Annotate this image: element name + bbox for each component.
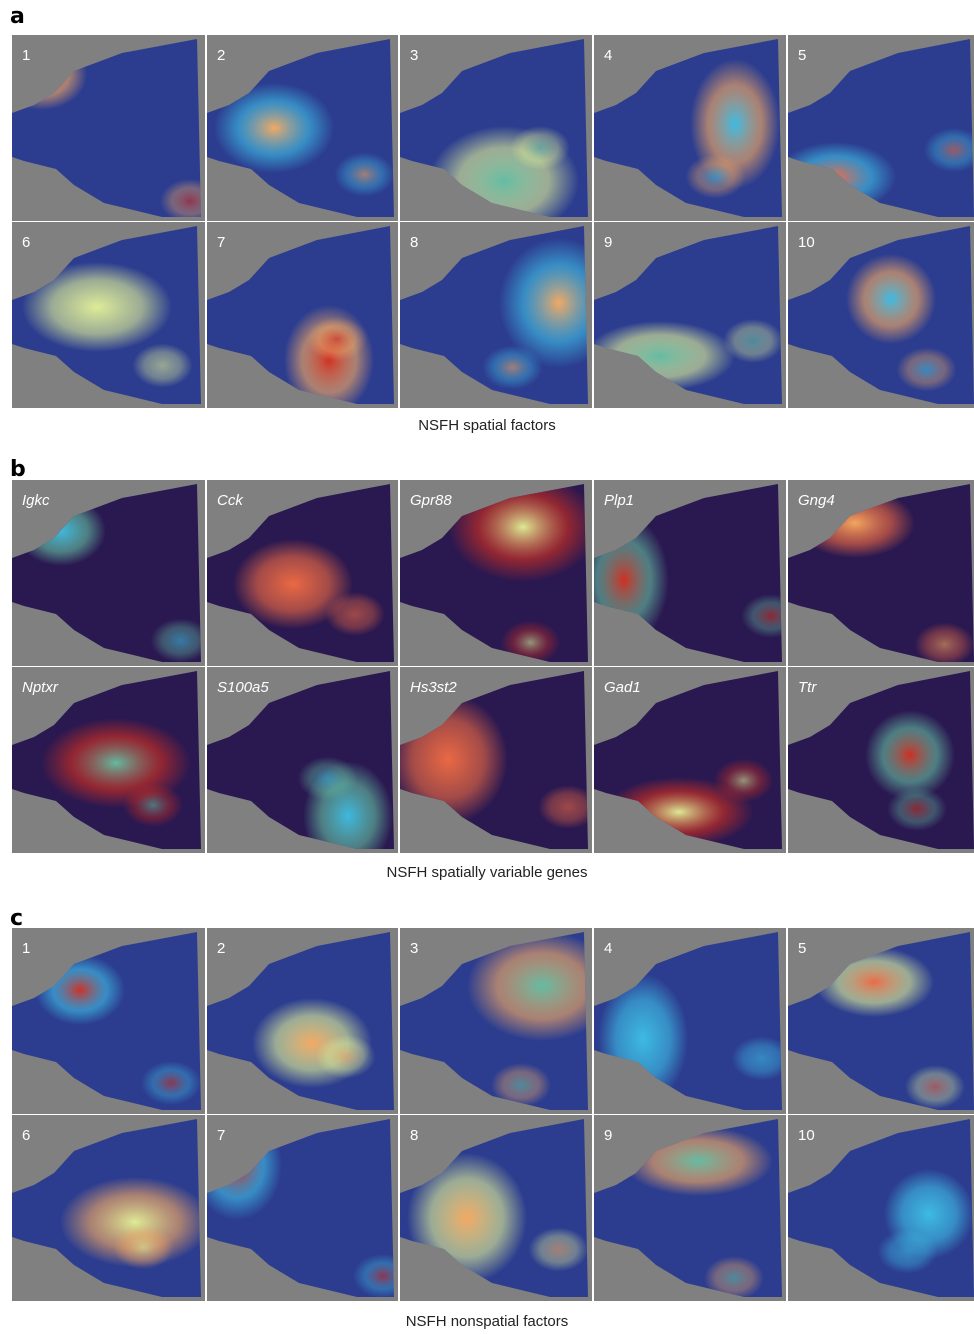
tile-label: 3 — [410, 47, 418, 64]
panel-caption: NSFH spatial factors — [0, 417, 974, 434]
tissue-map — [12, 1115, 205, 1301]
tissue-map — [12, 35, 205, 221]
tile-label: 8 — [410, 234, 418, 251]
tissue-map — [788, 928, 974, 1114]
panel-caption: NSFH nonspatial factors — [0, 1313, 974, 1330]
tile: 10 — [788, 1115, 974, 1301]
tissue-map — [207, 222, 398, 408]
tile-label: 9 — [604, 234, 612, 251]
tile: 4 — [594, 35, 786, 221]
tile: 5 — [788, 35, 974, 221]
tile-label: 10 — [798, 1127, 815, 1144]
tissue-map — [594, 222, 786, 408]
tile-label: 7 — [217, 234, 225, 251]
panel-label: a — [10, 4, 25, 29]
tile: 9 — [594, 222, 786, 408]
tile: Igkc — [12, 480, 205, 666]
tissue-map — [594, 35, 786, 221]
tile-label: 7 — [217, 1127, 225, 1144]
tissue-map — [400, 1115, 592, 1301]
tile: Gng4 — [788, 480, 974, 666]
tissue-map — [12, 222, 205, 408]
tile-label: Ttr — [798, 679, 816, 696]
tile-label: 8 — [410, 1127, 418, 1144]
tile: 8 — [400, 1115, 592, 1301]
tile: Nptxr — [12, 667, 205, 853]
tissue-map — [400, 222, 592, 408]
tile: 1 — [12, 928, 205, 1114]
tile: 2 — [207, 928, 398, 1114]
tile: Hs3st2 — [400, 667, 592, 853]
tissue-map — [12, 928, 205, 1114]
tile: Gpr88 — [400, 480, 592, 666]
tile-label: Cck — [217, 492, 243, 509]
tile-label: 2 — [217, 940, 225, 957]
tile-label: Gpr88 — [410, 492, 452, 509]
tissue-map — [207, 1115, 398, 1301]
tile-label: 2 — [217, 47, 225, 64]
tile-label: 4 — [604, 47, 612, 64]
tile-label: 5 — [798, 940, 806, 957]
tile-label: Igkc — [22, 492, 50, 509]
tile-label: 10 — [798, 234, 815, 251]
tile-label: 1 — [22, 47, 30, 64]
tile: Ttr — [788, 667, 974, 853]
tissue-map — [207, 35, 398, 221]
tile-label: 6 — [22, 1127, 30, 1144]
tissue-map — [207, 928, 398, 1114]
tile: Cck — [207, 480, 398, 666]
tissue-map — [594, 1115, 786, 1301]
tissue-map — [788, 1115, 974, 1301]
tile: 1 — [12, 35, 205, 221]
tile-label: 3 — [410, 940, 418, 957]
tile: 9 — [594, 1115, 786, 1301]
tile-label: Gng4 — [798, 492, 835, 509]
panel-caption: NSFH spatially variable genes — [0, 864, 974, 881]
tile-label: 5 — [798, 47, 806, 64]
tile: Plp1 — [594, 480, 786, 666]
tile: 2 — [207, 35, 398, 221]
tissue-map — [788, 222, 974, 408]
tile: 3 — [400, 928, 592, 1114]
tile: 5 — [788, 928, 974, 1114]
tile: 3 — [400, 35, 592, 221]
tile-label: Plp1 — [604, 492, 634, 509]
tissue-map — [400, 928, 592, 1114]
tile-label: Nptxr — [22, 679, 58, 696]
tile: 10 — [788, 222, 974, 408]
tile: 7 — [207, 1115, 398, 1301]
tile: 8 — [400, 222, 592, 408]
tissue-map — [400, 35, 592, 221]
tile-label: 9 — [604, 1127, 612, 1144]
tile: S100a5 — [207, 667, 398, 853]
tile: 7 — [207, 222, 398, 408]
panel-label: b — [10, 457, 26, 482]
tile-label: S100a5 — [217, 679, 269, 696]
tile: 6 — [12, 222, 205, 408]
tissue-map — [788, 35, 974, 221]
tile-label: Hs3st2 — [410, 679, 457, 696]
tile: Gad1 — [594, 667, 786, 853]
tile: 6 — [12, 1115, 205, 1301]
figure: a 1 2 3 4 5 6 7 8 9 10 NSFH spatial facto… — [0, 0, 974, 1334]
tile-label: 6 — [22, 234, 30, 251]
tile: 4 — [594, 928, 786, 1114]
tile-label: Gad1 — [604, 679, 641, 696]
tissue-map — [594, 928, 786, 1114]
tile-label: 4 — [604, 940, 612, 957]
tile-label: 1 — [22, 940, 30, 957]
